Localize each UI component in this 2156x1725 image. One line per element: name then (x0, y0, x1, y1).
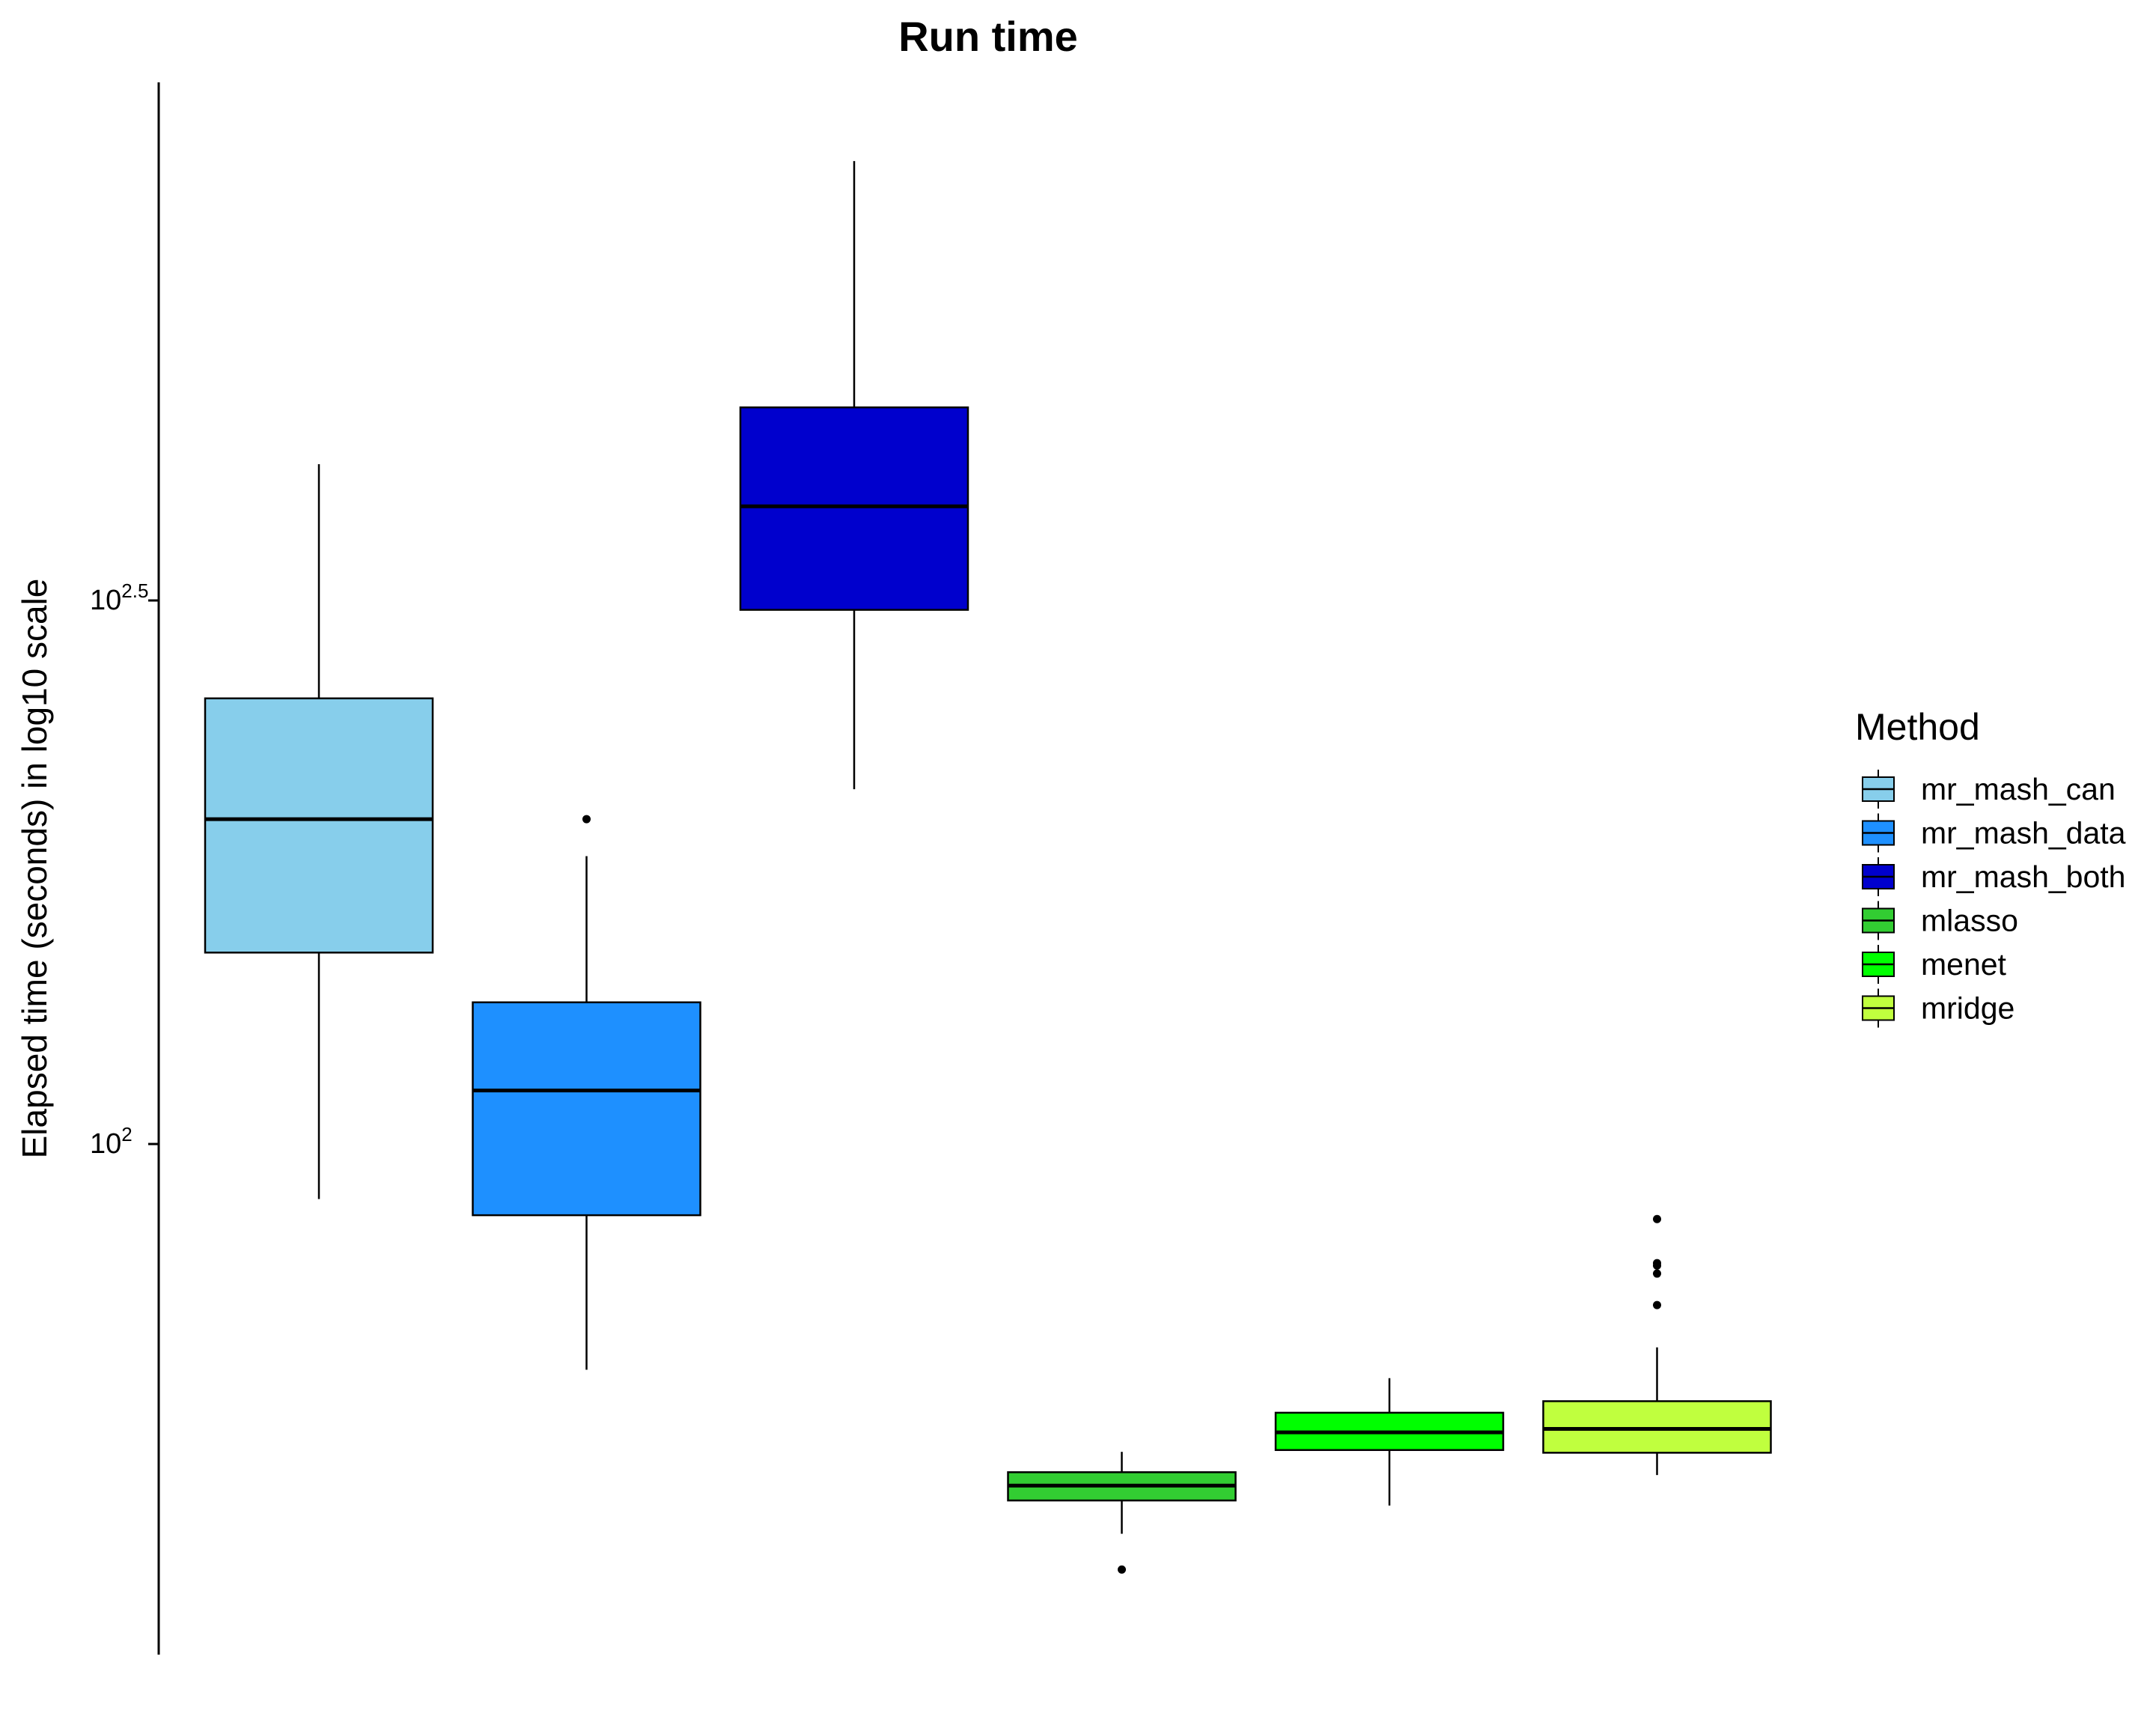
legend-title: Method (1855, 706, 1980, 748)
box-menet (1274, 1378, 1505, 1506)
legend-label: mridge (1921, 991, 2015, 1026)
y-axis-label: Elapsed time (seconds) in log10 scale (15, 579, 54, 1159)
box-mlasso (1007, 1452, 1237, 1574)
box-body (204, 697, 434, 954)
y-axis-ticks: 102 102.5 (90, 579, 159, 1160)
outlier-point (582, 815, 591, 824)
legend-item-menet: menet (1862, 945, 2007, 984)
legend-label: mlasso (1921, 904, 2018, 938)
legend-items: mr_mash_can mr_mash_data mr_mash_bothmlass… (1862, 770, 2126, 1028)
outlier-point (1653, 1269, 1661, 1278)
chart-title: Run time (898, 13, 1078, 60)
outlier-point (1118, 1565, 1126, 1574)
legend-label: menet (1921, 947, 2007, 982)
outlier-point (1653, 1300, 1661, 1309)
box-group (204, 161, 1772, 1574)
legend-item-mr-mash-data: mr_mash_data (1862, 813, 2126, 853)
box-mridge (1542, 1214, 1772, 1476)
box-body (472, 1001, 701, 1217)
legend-label: mr_mash_both (1921, 860, 2125, 894)
legend: Method mr_mash_can mr_mash_data mr_mash_bo… (1855, 706, 2126, 1028)
outlier-point (1653, 1214, 1661, 1223)
y-tick-label: 102.5 (90, 579, 148, 616)
box-mr-mash-can (204, 464, 434, 1199)
legend-item-mr-mash-both: mr_mash_both (1862, 857, 2125, 896)
legend-label: mr_mash_data (1921, 816, 2126, 851)
box-mr-mash-data (472, 815, 701, 1370)
legend-item-mlasso: mlasso (1862, 901, 2018, 940)
y-tick-label: 102 (90, 1123, 133, 1160)
legend-item-mridge: mridge (1862, 988, 2015, 1028)
box-body (739, 406, 969, 611)
legend-item-mr-mash-can: mr_mash_can (1862, 770, 2116, 809)
box-mr-mash-both (739, 161, 969, 790)
legend-label: mr_mash_can (1921, 772, 2116, 806)
outlier-point (1653, 1259, 1661, 1268)
box-body (1542, 1400, 1772, 1454)
